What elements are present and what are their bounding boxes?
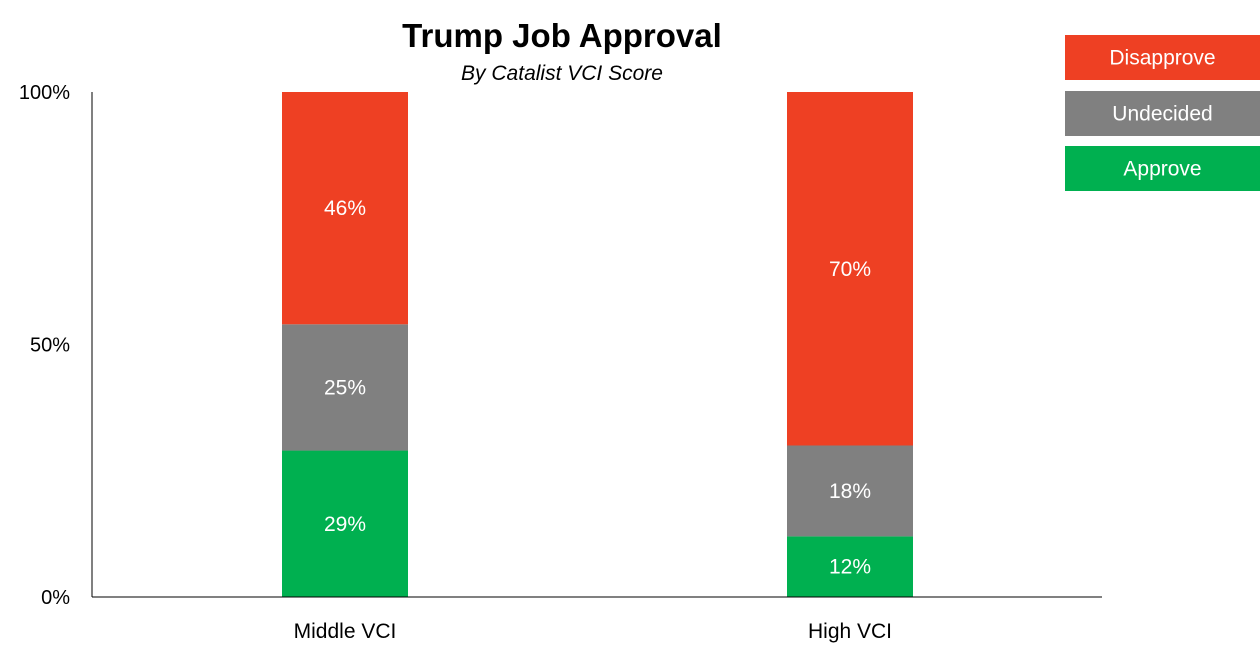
y-tick-label: 0% [41,587,70,609]
legend-label-approve: Approve [1123,158,1201,181]
axes-group [91,92,1102,598]
legend-swatch-undecided [1065,91,1260,136]
data-label-high-vci-disapprove: 70% [829,258,871,281]
bar-segment-middle-vci-approve [282,450,408,597]
legend-swatch-disapprove [1065,35,1260,80]
bar-segment-middle-vci-disapprove [282,92,408,325]
x-category-labels: Middle VCI High VCI [294,620,892,643]
y-tick-label: 50% [30,335,70,357]
bars-group: 29% 25% 46% 12% 18% 70% [282,92,913,597]
legend-label-disapprove: Disapprove [1109,47,1215,70]
legend: Disapprove Undecided Approve [1065,35,1260,191]
data-label-middle-vci-approve: 29% [324,513,366,536]
x-category-label: High VCI [808,620,892,643]
data-label-middle-vci-undecided: 25% [324,376,366,399]
chart-title: Trump Job Approval [402,17,722,54]
chart-subtitle: By Catalist VCI Score [461,62,663,85]
bar-segment-high-vci-undecided [787,445,913,537]
bar-segment-middle-vci-undecided [282,324,408,451]
bar-segment-high-vci-disapprove [787,92,913,446]
y-tick-label: 100% [19,82,70,104]
legend-label-undecided: Undecided [1112,103,1212,126]
x-category-label: Middle VCI [294,620,397,643]
y-tick-labels: 0% 50% 100% [19,82,70,609]
data-label-high-vci-undecided: 18% [829,480,871,503]
bar-segment-high-vci-approve [787,536,913,597]
legend-swatch-approve [1065,146,1260,191]
data-label-high-vci-approve: 12% [829,556,871,579]
data-label-middle-vci-disapprove: 46% [324,197,366,220]
